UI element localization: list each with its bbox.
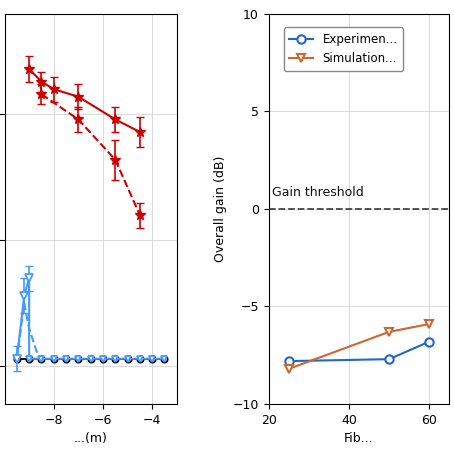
Simulation...: [427, 321, 432, 327]
Experimen...: [427, 339, 432, 344]
Simulation...: [286, 366, 291, 372]
Legend: Experimen..., Simulation...: Experimen..., Simulation...: [284, 27, 404, 71]
Experimen...: [286, 358, 291, 364]
Line: Experimen...: Experimen...: [285, 337, 434, 365]
X-axis label: Fib...: Fib...: [344, 432, 374, 445]
Simulation...: [386, 329, 392, 335]
Y-axis label: Overall gain (dB): Overall gain (dB): [214, 156, 227, 262]
Text: Gain threshold: Gain threshold: [272, 186, 364, 199]
Line: Simulation...: Simulation...: [285, 320, 434, 373]
Experimen...: [386, 356, 392, 362]
X-axis label: ...(m): ...(m): [74, 432, 108, 445]
